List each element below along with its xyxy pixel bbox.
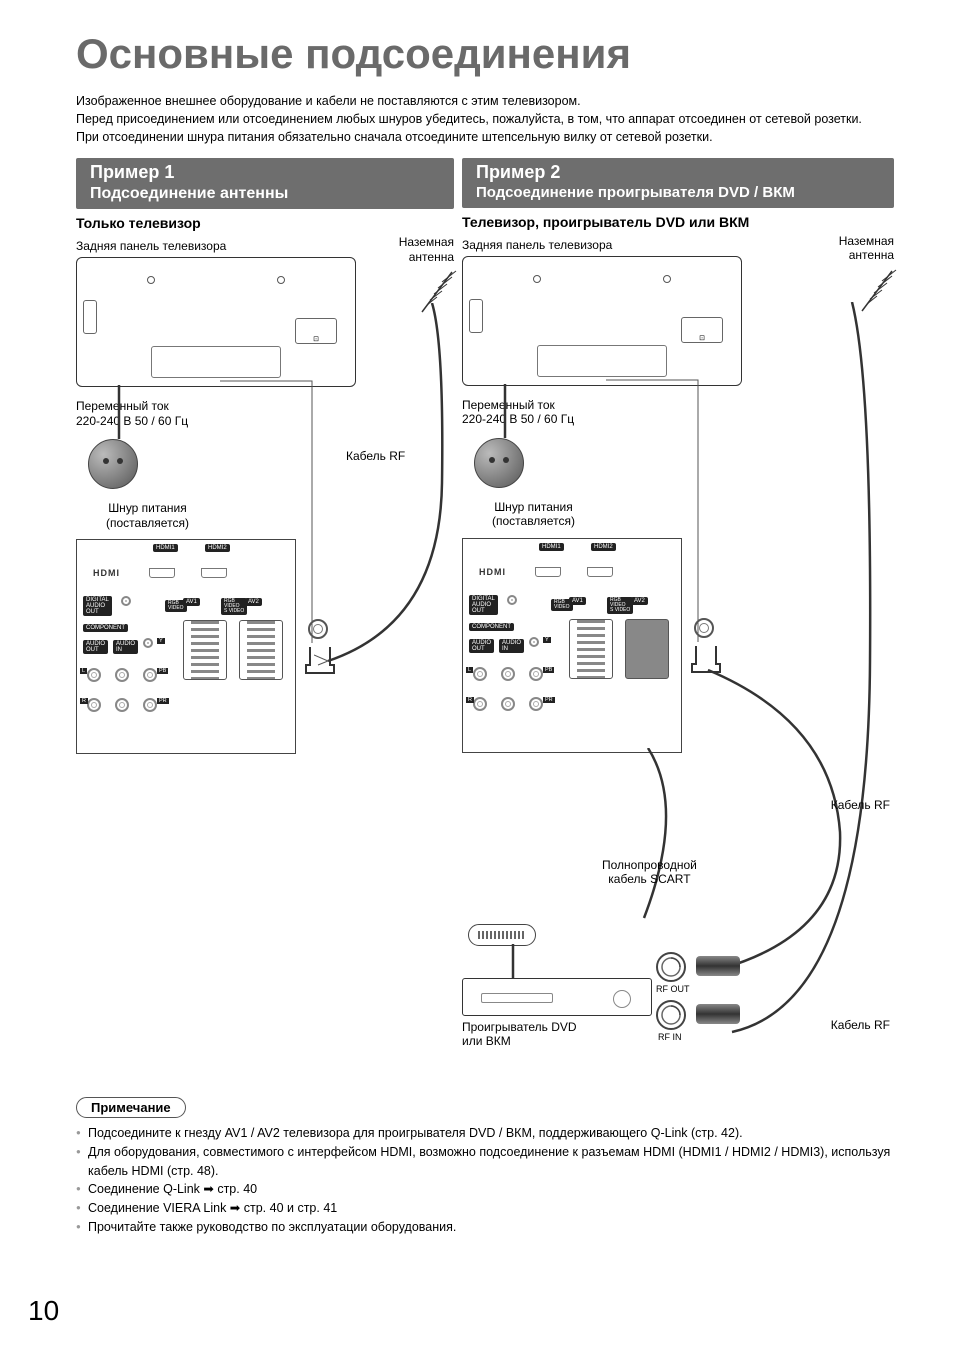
note-item: Для оборудования, совместимого с интерфе…: [76, 1143, 894, 1181]
example1-header: Пример 1 Подсоединение антенны: [76, 158, 454, 209]
example1-subtitle: Подсоединение антенны: [90, 184, 440, 203]
pointer-line: [216, 371, 326, 651]
notes-section: Примечание Подсоедините к гнезду AV1 / A…: [76, 1097, 894, 1237]
antenna-label: Наземная антенна: [824, 234, 894, 263]
intro-line: Изображенное внешнее оборудование и кабе…: [76, 92, 894, 110]
intro-line: Перед присоединением или отсоединением л…: [76, 110, 894, 128]
tv-back-panel: ⊡: [462, 256, 742, 386]
note-item: Соединение VIERA Link ➡ стр. 40 и стр. 4…: [76, 1199, 894, 1218]
note-item: Подсоедините к гнезду AV1 / AV2 телевизо…: [76, 1124, 894, 1143]
example2-title: Пример 2: [476, 162, 880, 184]
cord-label: Шнур питания (поставляется): [492, 500, 575, 529]
antenna-label: Наземная антенна: [384, 235, 454, 264]
page-title: Основные подсоединения: [76, 30, 894, 78]
rf-cable: [314, 303, 454, 683]
power-plug-icon: [474, 438, 524, 488]
power-plug-icon: [88, 439, 138, 489]
example2-header: Пример 2 Подсоединение проигрывателя DVD…: [462, 158, 894, 208]
intro-text: Изображенное внешнее оборудование и кабе…: [76, 92, 894, 146]
page-number: 10: [28, 1295, 59, 1327]
dvd-label: Проигрыватель DVD или ВКМ: [462, 1020, 577, 1049]
cable-line: [104, 385, 134, 445]
scart-label: Полнопроводной кабель SCART: [602, 858, 697, 887]
rf-label: Кабель RF: [831, 798, 890, 812]
note-item: Соединение Q-Link ➡ стр. 40: [76, 1180, 894, 1199]
notes-title: Примечание: [76, 1097, 186, 1118]
dvd-player-icon: [462, 978, 652, 1016]
pointer-line: [602, 370, 712, 650]
back-panel-label: Задняя панель телевизора: [462, 238, 612, 252]
cord-label: Шнур питания (поставляется): [106, 501, 189, 530]
example1-title: Пример 1: [90, 162, 440, 184]
rf-mid-cable: [692, 652, 882, 982]
example2-heading: Телевизор, проигрыватель DVD или ВКМ: [462, 214, 894, 230]
rf-plug-icon: [696, 956, 740, 976]
example2-diagram: Задняя панель телевизора Наземная антенн…: [462, 238, 894, 1088]
rf-label: Кабель RF: [831, 1018, 890, 1032]
scart-cable: [636, 748, 706, 928]
rf-in-label: RF IN: [658, 1032, 682, 1043]
rf-plug-icon: [696, 1004, 740, 1024]
cable-line: [490, 384, 520, 444]
scart-plug-icon: [468, 924, 536, 946]
rf-out-icon: [654, 950, 688, 984]
back-panel-label: Задняя панель телевизора: [76, 239, 226, 253]
rf-in-icon: [654, 998, 688, 1032]
example1-heading: Только телевизор: [76, 215, 454, 231]
example1-diagram: Задняя панель телевизора Наземная антенн…: [76, 239, 454, 1089]
rf-out-label: RF OUT: [656, 984, 690, 995]
intro-line: При отсоединении шнура питания обязатель…: [76, 128, 894, 146]
example2-subtitle: Подсоединение проигрывателя DVD / ВКМ: [476, 184, 880, 202]
note-item: Прочитайте также руководство по эксплуат…: [76, 1218, 894, 1237]
